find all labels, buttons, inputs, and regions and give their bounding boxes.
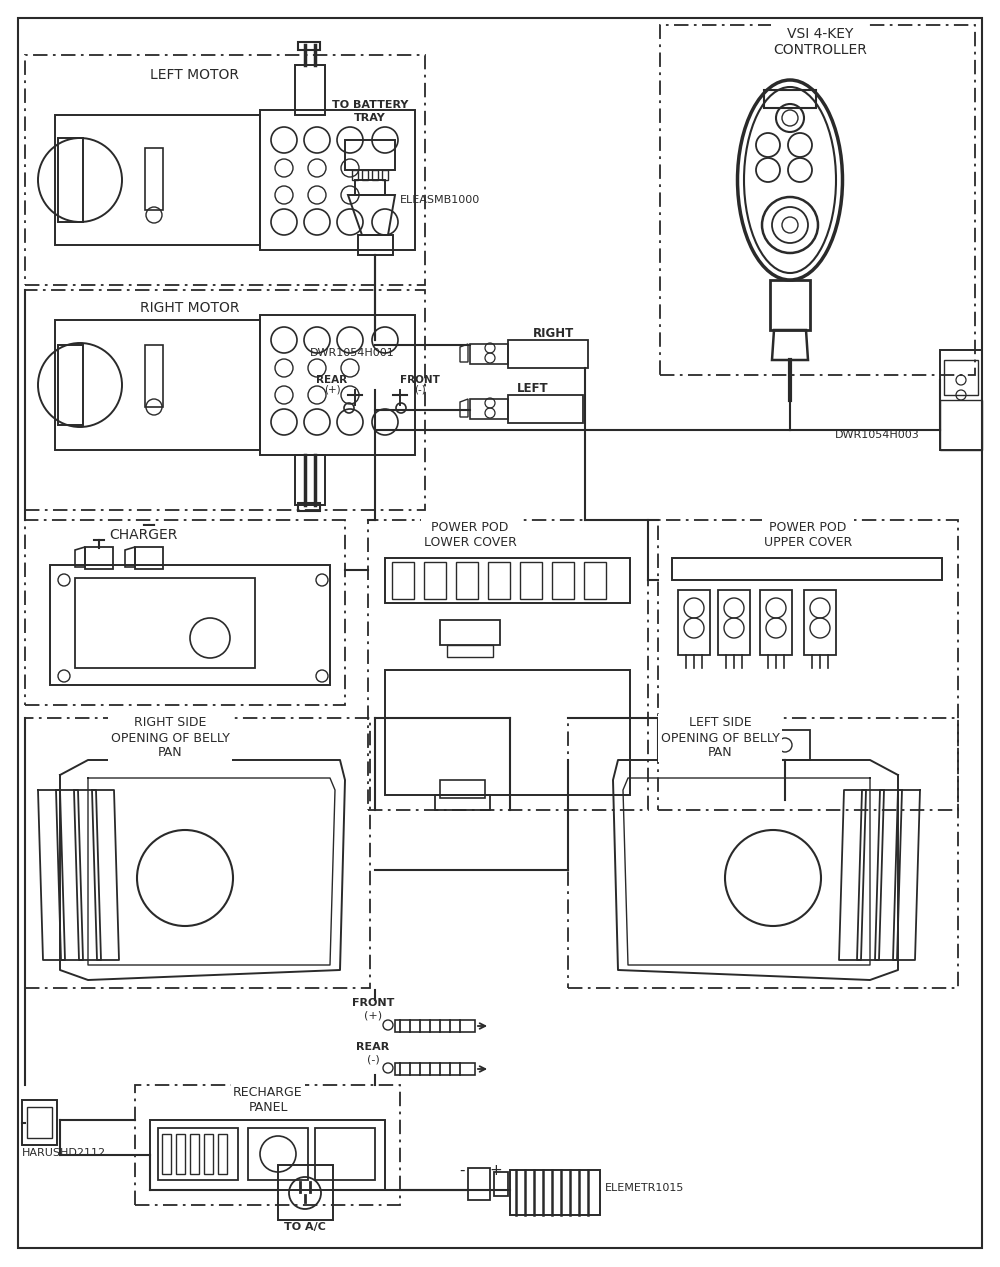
Text: LEFT SIDE
OPENING OF BELLY
PAN: LEFT SIDE OPENING OF BELLY PAN [661, 717, 779, 759]
Text: DWR1054H006: DWR1054H006 [668, 725, 753, 735]
Text: HARUSHD2112: HARUSHD2112 [22, 1148, 106, 1158]
Text: TO BATTERY: TO BATTERY [332, 100, 408, 110]
Text: FRONT: FRONT [352, 998, 394, 1009]
Text: RECHARGE
PANEL: RECHARGE PANEL [233, 1086, 303, 1114]
Text: RIGHT MOTOR: RIGHT MOTOR [140, 302, 240, 315]
Text: ELEASMB1000: ELEASMB1000 [400, 195, 480, 205]
Text: POWER POD
LOWER COVER: POWER POD LOWER COVER [424, 521, 516, 549]
Text: LEFT: LEFT [517, 381, 549, 395]
Text: ELEMETR1015: ELEMETR1015 [605, 1183, 684, 1194]
Text: RIGHT SIDE
OPENING OF BELLY
PAN: RIGHT SIDE OPENING OF BELLY PAN [111, 717, 229, 759]
FancyBboxPatch shape [456, 563, 478, 599]
Text: DWR1054H003: DWR1054H003 [835, 430, 920, 440]
Text: VSI 4-KEY
CONTROLLER: VSI 4-KEY CONTROLLER [773, 27, 867, 57]
Text: (+): (+) [324, 385, 340, 395]
Text: POWER POD
UPPER COVER: POWER POD UPPER COVER [764, 521, 852, 549]
Text: RIGHT: RIGHT [533, 327, 574, 340]
FancyBboxPatch shape [488, 563, 510, 599]
FancyBboxPatch shape [424, 563, 446, 599]
Text: +: + [490, 1163, 502, 1178]
Text: TRAY: TRAY [354, 113, 386, 123]
Text: LEFT MOTOR: LEFT MOTOR [150, 68, 240, 82]
Text: REAR: REAR [316, 375, 348, 385]
FancyBboxPatch shape [520, 563, 542, 599]
Text: (-): (-) [414, 385, 426, 395]
Text: CHARGER: CHARGER [109, 528, 177, 542]
Text: FRONT: FRONT [400, 375, 440, 385]
FancyBboxPatch shape [552, 563, 574, 599]
FancyBboxPatch shape [584, 563, 606, 599]
Text: -: - [459, 1163, 465, 1178]
Text: TO A/C: TO A/C [284, 1221, 326, 1232]
Text: DWR1054H001: DWR1054H001 [310, 348, 395, 359]
Text: (-): (-) [367, 1054, 379, 1064]
Text: (+): (+) [364, 1010, 382, 1020]
Text: REAR: REAR [356, 1041, 390, 1052]
FancyBboxPatch shape [392, 563, 414, 599]
